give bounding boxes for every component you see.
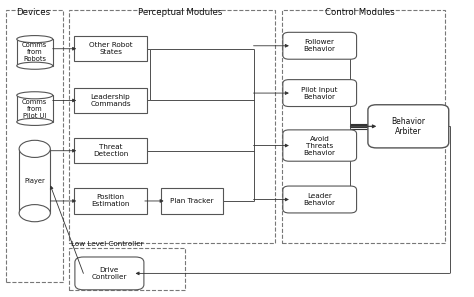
Text: Behavior
Arbiter: Behavior Arbiter <box>392 117 425 136</box>
Ellipse shape <box>19 205 50 222</box>
Text: Position
Estimation: Position Estimation <box>91 195 130 208</box>
Text: Low Level Controller: Low Level Controller <box>71 241 143 247</box>
Ellipse shape <box>17 92 53 99</box>
Text: Comms
from
Robots: Comms from Robots <box>22 42 47 62</box>
Ellipse shape <box>17 36 53 43</box>
Text: Avoid
Threats
Behavior: Avoid Threats Behavior <box>304 135 336 156</box>
Text: Leader
Behavior: Leader Behavior <box>304 193 336 206</box>
Ellipse shape <box>17 62 53 69</box>
FancyBboxPatch shape <box>283 186 356 213</box>
Text: Devices: Devices <box>16 8 50 17</box>
FancyBboxPatch shape <box>74 88 147 113</box>
Text: Control Modules: Control Modules <box>325 8 395 17</box>
Text: Plan Tracker: Plan Tracker <box>170 198 214 204</box>
FancyBboxPatch shape <box>74 138 147 163</box>
FancyBboxPatch shape <box>283 130 356 161</box>
FancyBboxPatch shape <box>74 188 147 214</box>
FancyBboxPatch shape <box>75 257 144 290</box>
Text: Player: Player <box>24 178 45 184</box>
Bar <box>19 149 50 213</box>
FancyBboxPatch shape <box>368 105 449 148</box>
Bar <box>17 95 53 122</box>
Text: Follower
Behavior: Follower Behavior <box>304 39 336 52</box>
FancyBboxPatch shape <box>283 80 356 107</box>
FancyBboxPatch shape <box>74 36 147 61</box>
Bar <box>17 39 53 66</box>
Ellipse shape <box>19 140 50 157</box>
Text: Comms
from
Pilot UI: Comms from Pilot UI <box>22 99 47 119</box>
FancyBboxPatch shape <box>283 32 356 59</box>
Text: Perceptual Modules: Perceptual Modules <box>138 8 222 17</box>
FancyBboxPatch shape <box>69 10 275 243</box>
FancyBboxPatch shape <box>6 10 63 282</box>
Text: Other Robot
States: Other Robot States <box>89 42 132 55</box>
Text: Pilot Input
Behavior: Pilot Input Behavior <box>301 86 338 99</box>
Text: Drive
Controller: Drive Controller <box>91 267 127 280</box>
Text: Threat
Detection: Threat Detection <box>93 144 128 157</box>
FancyBboxPatch shape <box>161 188 223 214</box>
Text: Leadership
Commands: Leadership Commands <box>90 94 131 107</box>
FancyBboxPatch shape <box>282 10 445 243</box>
Ellipse shape <box>17 118 53 125</box>
FancyBboxPatch shape <box>69 247 185 290</box>
